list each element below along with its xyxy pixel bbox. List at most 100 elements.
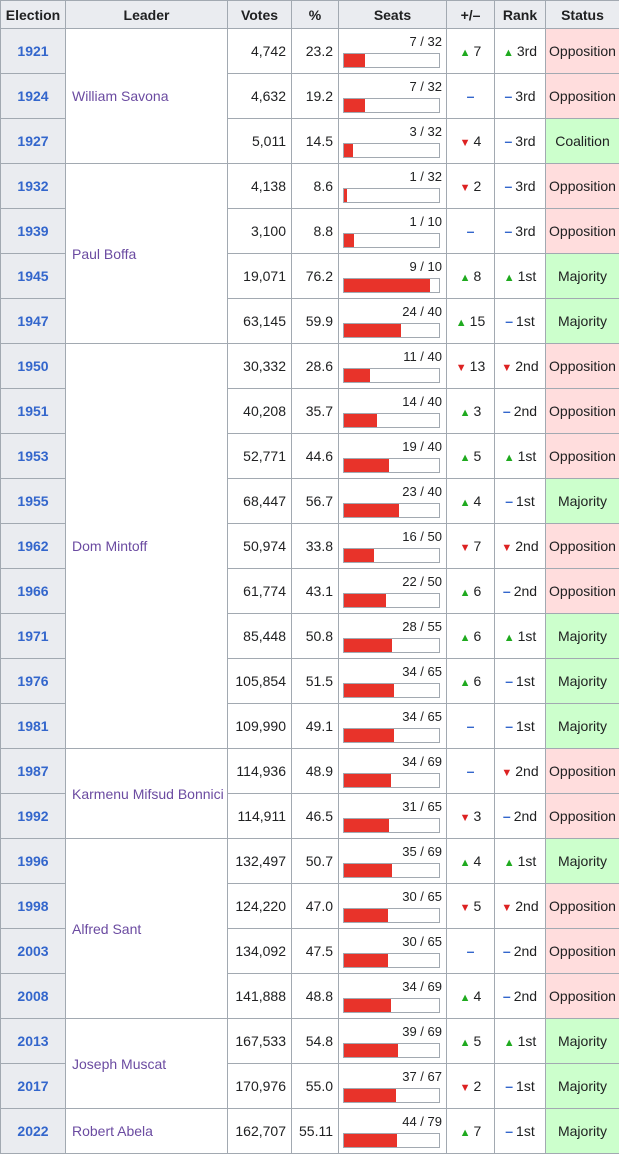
percent-cell: 54.8 xyxy=(292,1019,339,1064)
election-year-link[interactable]: 1950 xyxy=(17,358,48,374)
percent-cell: 55.11 xyxy=(292,1109,339,1154)
votes-cell: 40,208 xyxy=(228,389,292,434)
seats-label: 7 / 32 xyxy=(409,34,442,49)
election-year-cell: 1992 xyxy=(1,794,66,839)
leader-link[interactable]: William Savona xyxy=(72,88,168,104)
election-year-link[interactable]: 1932 xyxy=(17,178,48,194)
status-cell: Opposition xyxy=(546,569,619,614)
seats-label: 34 / 65 xyxy=(402,709,442,724)
header-change[interactable]: +/– xyxy=(447,1,495,29)
change-decrease-value: 7 xyxy=(460,538,482,554)
rank-value: 1st xyxy=(504,853,537,869)
seats-bar xyxy=(343,53,440,68)
election-year-link[interactable]: 1947 xyxy=(17,313,48,329)
election-year-link[interactable]: 2022 xyxy=(17,1123,48,1139)
election-year-link[interactable]: 2008 xyxy=(17,988,48,1004)
status-cell: Opposition xyxy=(546,164,619,209)
seats-cell: 22 / 50 xyxy=(339,569,447,614)
percent-cell: 8.8 xyxy=(292,209,339,254)
election-year-link[interactable]: 1953 xyxy=(17,448,48,464)
leader-link[interactable]: Alfred Sant xyxy=(72,921,141,937)
election-year-cell: 1987 xyxy=(1,749,66,794)
percent-cell: 47.5 xyxy=(292,929,339,974)
rank-value: 1st xyxy=(505,493,534,509)
election-year-link[interactable]: 1939 xyxy=(17,223,48,239)
status-cell: Coalition xyxy=(546,119,619,164)
header-election[interactable]: Election xyxy=(1,1,66,29)
change-cell: 4 xyxy=(447,839,495,884)
election-year-link[interactable]: 1951 xyxy=(17,403,48,419)
election-year-link[interactable]: 1976 xyxy=(17,673,48,689)
header-percent[interactable]: % xyxy=(292,1,339,29)
leader-link[interactable]: Robert Abela xyxy=(72,1123,153,1139)
seats-bar-fill xyxy=(344,549,374,562)
header-votes[interactable]: Votes xyxy=(228,1,292,29)
seats-bar xyxy=(343,503,440,518)
election-year-link[interactable]: 1998 xyxy=(17,898,48,914)
election-year-link[interactable]: 1981 xyxy=(17,718,48,734)
election-year-link[interactable]: 1987 xyxy=(17,763,48,779)
election-year-link[interactable]: 1962 xyxy=(17,538,48,554)
rank-value: 2nd xyxy=(503,583,537,599)
rank-value: 2nd xyxy=(503,988,537,1004)
seats-label: 34 / 65 xyxy=(402,664,442,679)
percent-cell: 55.0 xyxy=(292,1064,339,1109)
rank-cell: 1st xyxy=(495,1019,546,1064)
change-cell: 4 xyxy=(447,479,495,524)
rank-cell: 1st xyxy=(495,434,546,479)
status-cell: Majority xyxy=(546,254,619,299)
status-cell: Opposition xyxy=(546,929,619,974)
seats-cell: 39 / 69 xyxy=(339,1019,447,1064)
election-year-cell: 1947 xyxy=(1,299,66,344)
leader-link[interactable]: Joseph Muscat xyxy=(72,1056,166,1072)
change-cell: 6 xyxy=(447,659,495,704)
status-cell: Majority xyxy=(546,1019,619,1064)
rank-cell: 1st xyxy=(495,1109,546,1154)
election-year-link[interactable]: 1955 xyxy=(17,493,48,509)
change-cell: 6 xyxy=(447,614,495,659)
election-year-link[interactable]: 1927 xyxy=(17,133,48,149)
seats-cell: 34 / 69 xyxy=(339,749,447,794)
seats-label: 34 / 69 xyxy=(402,754,442,769)
seats-bar xyxy=(343,548,440,563)
election-year-link[interactable]: 2017 xyxy=(17,1078,48,1094)
change-decrease-value: 5 xyxy=(460,898,482,914)
election-year-link[interactable]: 2013 xyxy=(17,1033,48,1049)
election-year-link[interactable]: 1966 xyxy=(17,583,48,599)
seats-bar xyxy=(343,1088,440,1103)
change-cell: 5 xyxy=(447,1019,495,1064)
election-year-link[interactable]: 1945 xyxy=(17,268,48,284)
header-leader[interactable]: Leader xyxy=(66,1,228,29)
leader-link[interactable]: Paul Boffa xyxy=(72,246,136,262)
header-rank[interactable]: Rank xyxy=(495,1,546,29)
seats-cell: 30 / 65 xyxy=(339,884,447,929)
seats-bar xyxy=(343,458,440,473)
seats-bar-fill xyxy=(344,999,391,1012)
seats-label: 37 / 67 xyxy=(402,1069,442,1084)
seats-bar xyxy=(343,818,440,833)
leader-link[interactable]: Karmenu Mifsud Bonnici xyxy=(72,786,224,802)
election-year-link[interactable]: 2003 xyxy=(17,943,48,959)
election-year-link[interactable]: 1921 xyxy=(17,43,48,59)
votes-cell: 162,707 xyxy=(228,1109,292,1154)
header-status[interactable]: Status xyxy=(546,1,619,29)
seats-bar xyxy=(343,728,440,743)
rank-value: 1st xyxy=(504,1033,537,1049)
leader-link[interactable]: Dom Mintoff xyxy=(72,538,147,554)
rank-value: 2nd xyxy=(501,358,538,374)
seats-cell: 19 / 40 xyxy=(339,434,447,479)
percent-cell: 56.7 xyxy=(292,479,339,524)
election-year-cell: 1962 xyxy=(1,524,66,569)
votes-cell: 63,145 xyxy=(228,299,292,344)
header-seats[interactable]: Seats xyxy=(339,1,447,29)
election-year-link[interactable]: 1992 xyxy=(17,808,48,824)
status-cell: Opposition xyxy=(546,389,619,434)
election-year-link[interactable]: 1996 xyxy=(17,853,48,869)
seats-label: 3 / 32 xyxy=(409,124,442,139)
election-year-link[interactable]: 1924 xyxy=(17,88,48,104)
votes-cell: 4,632 xyxy=(228,74,292,119)
rank-value: 3rd xyxy=(504,88,535,104)
election-year-link[interactable]: 1971 xyxy=(17,628,48,644)
